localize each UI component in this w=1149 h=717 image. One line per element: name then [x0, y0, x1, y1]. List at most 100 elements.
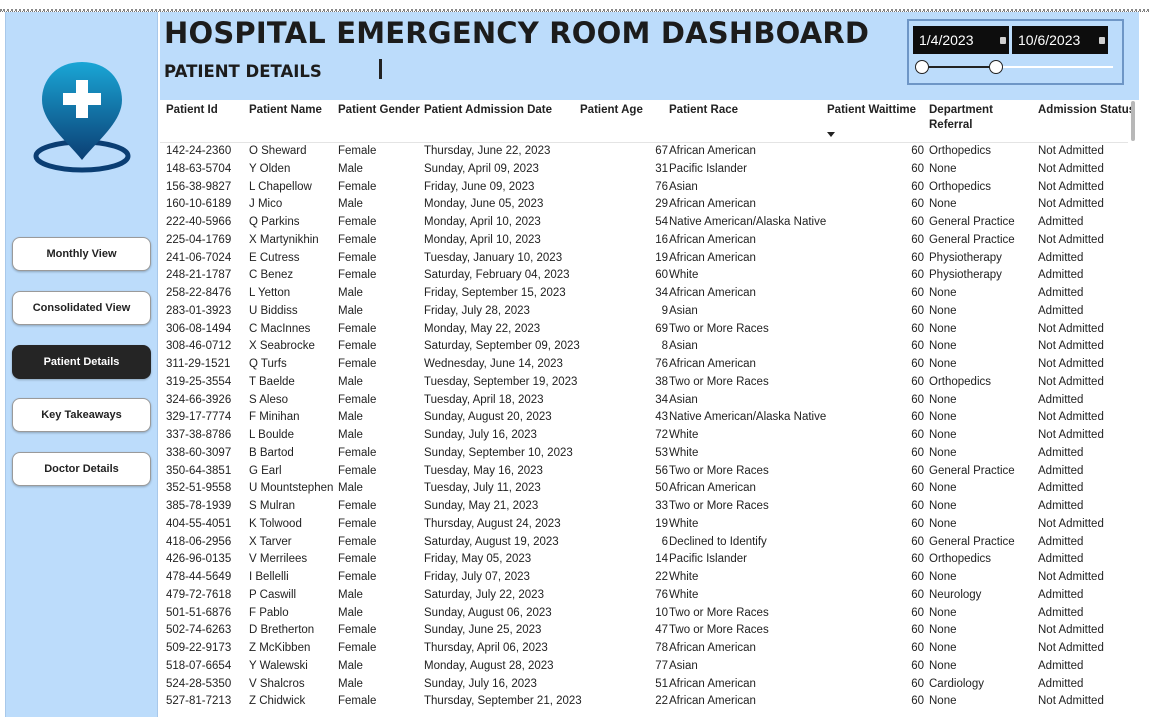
column-header-patient-race[interactable]: Patient Race: [669, 104, 739, 116]
patient-id-cell: 311-29-1521: [166, 358, 231, 370]
patient-name-cell: U Mountstephen: [249, 482, 334, 495]
patient-name-cell: F Pablo: [249, 606, 289, 619]
table-row[interactable]: 258-22-8476 L Yetton Male Friday, September…: [160, 285, 1128, 303]
table-row[interactable]: 241-06-7024 E Cutress Female Tuesday, Janua…: [160, 250, 1128, 268]
start-date-input[interactable]: 1/4/2023: [913, 26, 1009, 54]
table-row[interactable]: 306-08-1494 C MacInnes Female Monday, May 2…: [160, 321, 1128, 339]
patient-age-cell: 16: [655, 233, 668, 246]
patient-name-cell: Z McKibben: [249, 642, 311, 654]
patient-name-cell: V Merrilees: [249, 553, 308, 566]
table-row[interactable]: 524-28-5350 V Shalcros Male Sunday, July 16…: [160, 676, 1128, 694]
admission-date-cell: Friday, September 15, 2023: [424, 287, 566, 299]
patient-age-cell: 78: [655, 642, 668, 654]
admission-status-cell: Admitted: [1038, 287, 1084, 299]
key-takeaways-button[interactable]: Key Takeaways: [12, 398, 151, 432]
table-row[interactable]: 352-51-9558 U Mountstephen Male Tuesday, Ju…: [160, 480, 1128, 498]
date-slider-end-handle[interactable]: [989, 60, 1003, 74]
column-header-patient-id[interactable]: Patient Id: [166, 104, 218, 116]
patient-race-cell: African American: [669, 642, 756, 654]
patient-name-cell: Z Chidwick: [249, 695, 306, 708]
department-cell: None: [929, 500, 957, 512]
table-row[interactable]: 502-74-6263 D Bretherton Female Sunday, Jun…: [160, 622, 1128, 640]
table-row[interactable]: 319-25-3554 T Baelde Male Tuesday, Septembe…: [160, 374, 1128, 392]
admission-date-cell: Sunday, July 16, 2023: [424, 677, 537, 690]
sort-descending-icon[interactable]: [827, 132, 835, 137]
table-row[interactable]: 156-38-9827 L Chapellow Female Friday, June…: [160, 179, 1128, 197]
patient-id-cell: 479-72-7618: [166, 588, 232, 601]
table-row[interactable]: 225-04-1769 X Martynikhin Female Monday, Ap…: [160, 232, 1128, 250]
patient-name-cell: V Shalcros: [249, 677, 305, 690]
table-row[interactable]: 478-44-5649 I Bellelli Female Friday, July …: [160, 569, 1128, 587]
column-header-admission-status[interactable]: Admission Status: [1038, 104, 1136, 116]
monthly-view-button[interactable]: Monthly View: [12, 237, 151, 271]
department-cell: None: [929, 393, 957, 406]
table-row[interactable]: 350-64-3851 G Earl Female Tuesday, May 16, …: [160, 463, 1128, 481]
patient-gender-cell: Female: [338, 340, 377, 353]
patient-race-cell: African American: [669, 233, 756, 246]
header-divider: [160, 142, 1128, 143]
table-row[interactable]: 527-81-7213 Z Chidwick Female Thursday, Sep…: [160, 693, 1128, 711]
patient-gender-cell: Female: [338, 500, 377, 512]
table-row[interactable]: 337-38-8786 L Boulde Male Sunday, July 16, …: [160, 427, 1128, 445]
table-row[interactable]: 426-96-0135 V Merrilees Female Friday, May …: [160, 551, 1128, 569]
table-row[interactable]: 418-06-2956 X Tarver Female Saturday, Augus…: [160, 534, 1128, 552]
date-slider-track[interactable]: [921, 66, 1113, 68]
table-row[interactable]: 308-46-0712 X Seabrocke Female Saturday, Se…: [160, 338, 1128, 356]
column-header-patient-name[interactable]: Patient Name: [249, 104, 322, 116]
patient-id-cell: 160-10-6189: [166, 198, 232, 211]
column-header-waittime[interactable]: Patient Waittime: [827, 104, 917, 116]
department-cell: Orthopedics: [929, 180, 992, 193]
end-date-input[interactable]: 10/6/2023: [1012, 26, 1108, 54]
admission-date-cell: Saturday, September 09, 2023: [424, 340, 580, 353]
column-header-patient-age[interactable]: Patient Age: [580, 104, 643, 116]
table-row[interactable]: 518-07-6654 Y Walewski Male Monday, August …: [160, 658, 1128, 676]
patient-details-button[interactable]: Patient Details: [12, 345, 151, 379]
patient-gender-cell: Male: [338, 588, 363, 601]
patient-race-cell: White: [669, 446, 699, 459]
patient-race-cell: Asian: [669, 340, 698, 353]
table-row[interactable]: 142-24-2360 O Sheward Female Thursday, June…: [160, 143, 1128, 161]
column-header-patient-gender[interactable]: Patient Gender: [338, 104, 420, 116]
consolidated-view-button[interactable]: Consolidated View: [12, 291, 151, 325]
patient-id-cell: 283-01-3923: [166, 304, 232, 317]
department-cell: Orthopedics: [929, 375, 992, 388]
doctor-details-button[interactable]: Doctor Details: [12, 452, 151, 486]
table-row[interactable]: 385-78-1939 S Mulran Female Sunday, May 21,…: [160, 498, 1128, 516]
table-row[interactable]: 329-17-7774 F Minihan Male Sunday, August 2…: [160, 409, 1128, 427]
table-row[interactable]: 501-51-6876 F Pablo Male Sunday, August 06,…: [160, 605, 1128, 623]
patient-age-cell: 54: [655, 216, 668, 228]
column-header-department-referral[interactable]: Department Referral: [929, 103, 993, 133]
table-scrollbar[interactable]: [1131, 101, 1135, 141]
patient-gender-cell: Male: [338, 162, 363, 175]
admission-status-cell: Admitted: [1038, 659, 1084, 672]
patient-name-cell: G Earl: [249, 464, 282, 477]
patient-id-cell: 306-08-1494: [166, 322, 232, 335]
table-row[interactable]: 338-60-3097 B Bartod Female Sunday, Septemb…: [160, 445, 1128, 463]
table-row[interactable]: 324-66-3926 S Aleso Female Tuesday, April 1…: [160, 392, 1128, 410]
patient-gender-cell: Female: [338, 269, 377, 282]
patient-age-cell: 9: [661, 304, 668, 317]
patient-name-cell: B Bartod: [249, 446, 294, 459]
table-row[interactable]: 479-72-7618 P Caswill Male Saturday, July 2…: [160, 587, 1128, 605]
table-row[interactable]: 248-21-1787 C Benez Female Saturday, Februa…: [160, 267, 1128, 285]
table-row[interactable]: 148-63-5704 Y Olden Male Sunday, April 09, …: [160, 161, 1128, 179]
department-cell: General Practice: [929, 233, 1015, 246]
table-row[interactable]: 509-22-9173 Z McKibben Female Thursday, Apr…: [160, 640, 1128, 658]
patient-race-cell: White: [669, 517, 699, 530]
department-cell: None: [929, 198, 957, 211]
admission-date-cell: Sunday, August 20, 2023: [424, 411, 552, 424]
table-row[interactable]: 404-55-4051 K Tolwood Female Thursday, Augu…: [160, 516, 1128, 534]
patient-age-cell: 51: [655, 677, 668, 690]
table-row[interactable]: 283-01-3923 U Biddiss Male Friday, July 28,…: [160, 303, 1128, 321]
hospital-location-pin-icon: [33, 62, 131, 173]
table-row[interactable]: 311-29-1521 Q Turfs Female Wednesday, June …: [160, 356, 1128, 374]
patient-name-cell: O Sheward: [249, 145, 307, 157]
waittime-cell: 60: [911, 624, 924, 637]
patient-name-cell: Y Walewski: [249, 659, 308, 672]
table-row[interactable]: 222-40-5966 Q Parkins Female Monday, April …: [160, 214, 1128, 232]
date-slider-start-handle[interactable]: [915, 60, 929, 74]
patient-id-cell: 502-74-6263: [166, 624, 232, 637]
table-row[interactable]: 160-10-6189 J Mico Male Monday, June 05, 20…: [160, 196, 1128, 214]
column-header-admission-date[interactable]: Patient Admission Date: [424, 104, 553, 116]
admission-status-cell: Not Admitted: [1038, 233, 1104, 246]
